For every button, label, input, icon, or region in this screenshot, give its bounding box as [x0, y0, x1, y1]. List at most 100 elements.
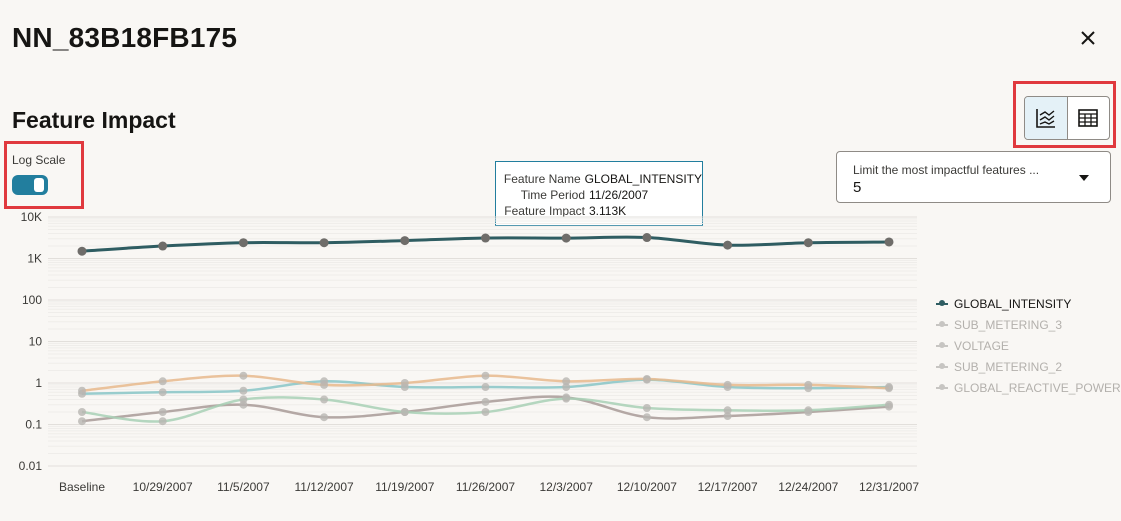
legend-item[interactable]: GLOBAL_INTENSITY [936, 293, 1121, 314]
data-point [481, 408, 490, 417]
x-tick-label: Baseline [59, 480, 105, 494]
x-tick-label: 12/31/2007 [859, 480, 919, 494]
legend-label: GLOBAL_INTENSITY [954, 296, 1072, 311]
toggle-knob [34, 178, 44, 192]
data-point [723, 240, 733, 250]
chart-view-button[interactable] [1025, 97, 1068, 139]
y-tick-label: 0.1 [25, 418, 42, 432]
legend-item[interactable]: SUB_METERING_3 [936, 314, 1121, 335]
data-point [561, 233, 571, 243]
data-point [562, 377, 571, 386]
x-tick-label: 12/3/2007 [540, 480, 594, 494]
x-tick-label: 11/19/2007 [375, 480, 434, 494]
caret-down-icon [1079, 175, 1089, 181]
legend-marker-icon [936, 299, 950, 309]
data-point [562, 394, 571, 403]
x-tick-label: 10/29/2007 [133, 480, 193, 494]
data-point [78, 386, 86, 395]
legend-label: GLOBAL_REACTIVE_POWER [954, 380, 1121, 395]
data-point [642, 403, 651, 412]
y-tick-label: 100 [22, 293, 42, 307]
data-point [723, 380, 732, 389]
data-point [320, 395, 329, 404]
chart-legend: GLOBAL_INTENSITY SUB_METERING_3 VOLTAGE SUB… [936, 293, 1121, 398]
data-point [642, 374, 651, 383]
limit-features-select[interactable]: Limit the most impactful features ... 5 [836, 151, 1111, 203]
close-icon [1081, 31, 1095, 45]
data-point [884, 237, 894, 247]
data-point [158, 408, 167, 417]
data-point [400, 408, 409, 417]
legend-marker-icon [936, 362, 950, 372]
data-point [481, 383, 490, 392]
legend-item[interactable]: SUB_METERING_2 [936, 356, 1121, 377]
data-point [319, 238, 329, 248]
view-switcher [1024, 96, 1110, 140]
legend-label: SUB_METERING_2 [954, 359, 1063, 374]
x-tick-label: 12/10/2007 [617, 480, 677, 494]
data-point [642, 233, 652, 243]
data-point [238, 238, 248, 248]
y-tick-label: 10K [21, 210, 42, 224]
log-scale-label: Log Scale [12, 153, 66, 167]
y-tick-label: 1 [35, 376, 42, 390]
legend-item[interactable]: VOLTAGE [936, 335, 1121, 356]
table-view-button[interactable] [1068, 97, 1110, 139]
data-point [562, 383, 571, 392]
data-point [158, 377, 167, 386]
log-scale-toggle[interactable] [12, 175, 48, 195]
feature-impact-chart: 0.01 0.1 1 10 100 1K 10K Baseline 10/29/2007 11/5… [19, 210, 920, 494]
data-point [158, 417, 167, 426]
x-tick-label: 11/5/2007 [217, 480, 270, 494]
highlight-box [4, 141, 84, 209]
highlight-box [1013, 81, 1116, 148]
tooltip-value: GLOBAL_INTENSITY [584, 172, 702, 186]
data-point [158, 388, 167, 397]
data-point [400, 379, 409, 387]
section-title: Feature Impact [12, 107, 176, 133]
data-point [723, 406, 732, 415]
data-point [804, 406, 813, 415]
data-point [78, 408, 86, 417]
x-tick-label: 11/26/2007 [456, 480, 515, 494]
data-point [481, 371, 490, 380]
limit-features-label: Limit the most impactful features ... [853, 163, 1040, 177]
table-icon [1078, 109, 1099, 127]
data-point [158, 241, 168, 251]
data-point [723, 412, 732, 421]
legend-label: VOLTAGE [954, 338, 1009, 353]
x-tick-label: 12/24/2007 [778, 480, 838, 494]
data-point [78, 417, 86, 426]
tooltip-key: Feature Name [503, 172, 581, 186]
legend-marker-icon [936, 383, 950, 393]
data-point [239, 371, 248, 380]
data-point [320, 413, 329, 422]
data-point [400, 236, 410, 246]
data-point [239, 386, 248, 395]
legend-label: SUB_METERING_3 [954, 317, 1063, 332]
chart-icon [1035, 109, 1055, 128]
data-point [481, 233, 490, 243]
x-tick-label: 11/12/2007 [295, 480, 354, 494]
data-point [885, 384, 893, 393]
tooltip-key: Time Period [520, 188, 585, 202]
data-point [803, 238, 813, 248]
tooltip-key: Feature Impact [504, 204, 585, 218]
legend-item[interactable]: GLOBAL_REACTIVE_POWER [936, 377, 1121, 398]
y-tick-label: 1K [27, 252, 42, 266]
close-button[interactable] [1076, 26, 1100, 50]
tooltip-value: 11/26/2007 [589, 188, 649, 202]
limit-features-value: 5 [853, 179, 862, 196]
tooltip-value: 3.113K [589, 204, 627, 218]
y-tick-label: 0.01 [19, 459, 43, 473]
page-title: NN_83B18FB175 [12, 22, 238, 53]
data-point [804, 380, 813, 389]
data-point [885, 400, 893, 409]
chart-tooltip: Feature Name GLOBAL_INTENSITY Time Perio… [495, 161, 703, 226]
legend-marker-icon [936, 320, 950, 330]
x-tick-label: 12/17/2007 [698, 480, 758, 494]
legend-marker-icon [936, 341, 950, 351]
y-tick-label: 10 [29, 335, 43, 349]
data-point [642, 413, 651, 422]
data-point [320, 380, 329, 389]
